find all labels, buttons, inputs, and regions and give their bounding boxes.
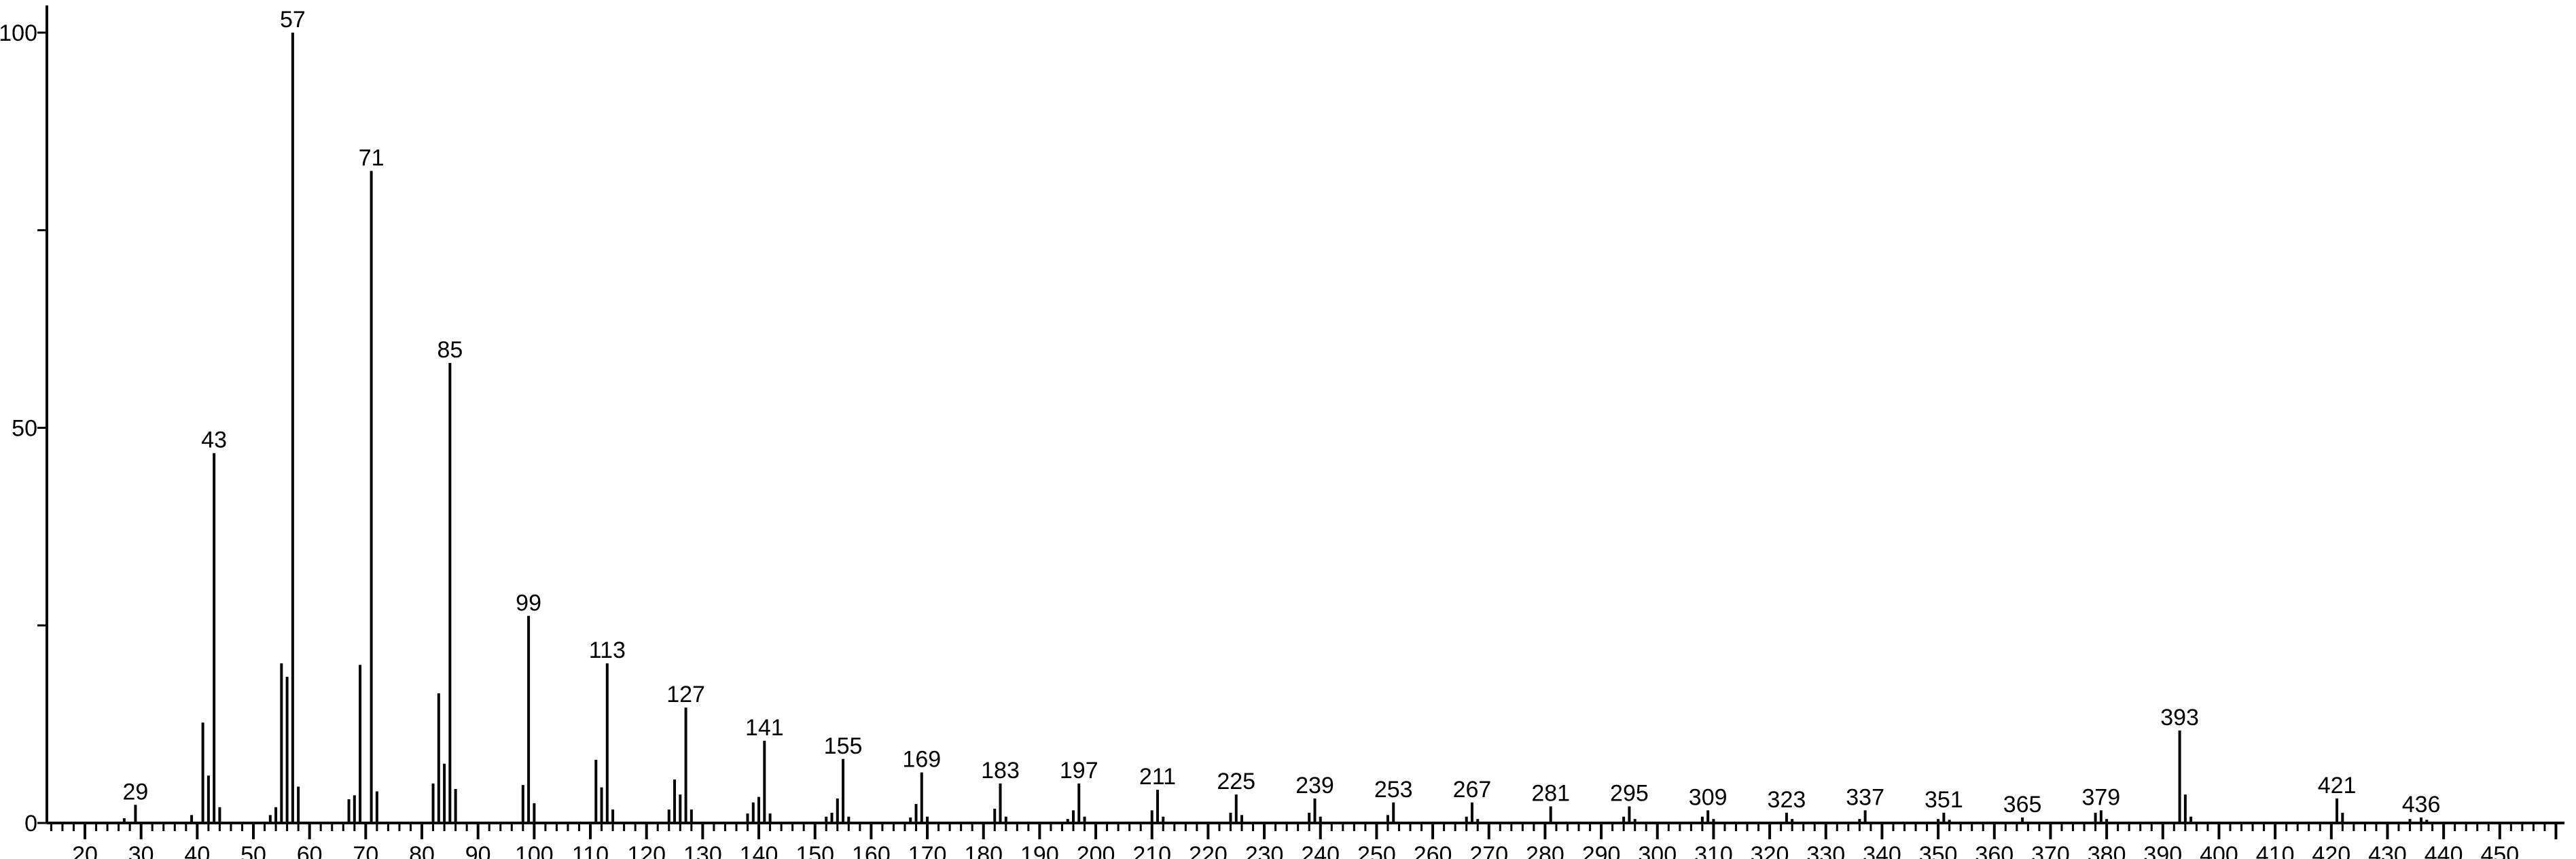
x-tick-label: 320 (1751, 842, 1789, 859)
x-tick-label: 50 (240, 842, 266, 859)
y-tick-label: 0 (24, 811, 37, 837)
peak-label: 337 (1846, 784, 1884, 810)
x-tick-label: 430 (2368, 842, 2407, 859)
peak-label: 239 (1295, 773, 1334, 799)
peak-label: 253 (1374, 777, 1413, 803)
peak-label: 141 (745, 715, 784, 741)
peaks (122, 33, 2429, 823)
x-tick-label: 20 (72, 842, 98, 859)
peak-label: 29 (122, 779, 148, 805)
x-tick-label: 90 (465, 842, 491, 859)
x-tick-label: 140 (740, 842, 779, 859)
x-tick-label: 260 (1414, 842, 1452, 859)
x-tick-label: 110 (572, 842, 609, 859)
x-tick-label: 100 (515, 842, 554, 859)
x-tick-label: 180 (964, 842, 1003, 859)
x-tick-label: 420 (2312, 842, 2350, 859)
peak-label: 71 (359, 145, 384, 171)
x-tick-label: 450 (2480, 842, 2519, 859)
peak-label: 43 (201, 427, 227, 453)
peak-label: 99 (516, 590, 541, 616)
peak-label: 127 (666, 682, 705, 707)
peak-label: 155 (824, 733, 863, 759)
x-tick-label: 80 (409, 842, 435, 859)
x-tick-label: 390 (2143, 842, 2182, 859)
x-tick-label: 70 (353, 842, 378, 859)
x-tick-label: 220 (1189, 842, 1228, 859)
peak-labels: 29 43 57 71 85 99 113 127 141 155 169 183 197 211 225 2… (122, 7, 2440, 818)
peak-label: 295 (1610, 781, 1649, 807)
x-tick-label: 40 (184, 842, 210, 859)
peak-label: 85 (437, 337, 463, 363)
x-tick-label: 150 (795, 842, 834, 859)
x-tick-label: 380 (2088, 842, 2126, 859)
peak-label: 183 (981, 758, 1020, 784)
x-tick-label: 360 (1975, 842, 2014, 859)
x-tick-label: 130 (683, 842, 722, 859)
peak-label: 267 (1453, 777, 1492, 803)
x-tick-label: 240 (1301, 842, 1340, 859)
y-tick-label: 50 (12, 416, 37, 442)
x-tick-label: 190 (1020, 842, 1059, 859)
x-tick-label: 410 (2256, 842, 2295, 859)
peak-label: 169 (902, 747, 941, 773)
x-tick-label: 270 (1469, 842, 1508, 859)
peak-label: 365 (2003, 792, 2042, 818)
peak-label: 211 (1139, 764, 1176, 790)
x-tick-label: 280 (1526, 842, 1564, 859)
x-tick-label: 120 (627, 842, 666, 859)
peak-label: 197 (1060, 758, 1098, 784)
peak-label: 323 (1768, 787, 1806, 813)
x-tick-label: 370 (2031, 842, 2070, 859)
peak-label: 281 (1531, 781, 1570, 807)
x-tick-label: 60 (297, 842, 323, 859)
axes: 0 50 100 20 30 40 50 60 70 80 90 100 110 120 130 140 150… (0, 5, 2564, 859)
peak-label: 436 (2402, 792, 2441, 818)
x-tick-label: 350 (1919, 842, 1958, 859)
x-tick-label: 330 (1806, 842, 1845, 859)
y-tick-label: 100 (0, 20, 37, 46)
x-tick-label: 440 (2425, 842, 2463, 859)
x-tick-label: 340 (1863, 842, 1901, 859)
peak-label: 351 (1925, 787, 1963, 813)
peak-label: 421 (2318, 773, 2357, 799)
x-tick-label: 210 (1132, 842, 1171, 859)
peak-label: 57 (280, 7, 306, 33)
peak-label: 113 (589, 637, 626, 663)
peak-label: 309 (1689, 784, 1728, 810)
x-tick-label: 310 (1694, 842, 1733, 859)
x-tick-label: 250 (1357, 842, 1396, 859)
peak-label: 393 (2160, 705, 2199, 731)
peak-label: 379 (2081, 784, 2120, 810)
peak-label: 225 (1217, 769, 1255, 794)
x-tick-label: 400 (2200, 842, 2238, 859)
x-tick-label: 230 (1245, 842, 1284, 859)
x-tick-label: 30 (128, 842, 154, 859)
x-tick-label: 300 (1638, 842, 1677, 859)
x-tick-label: 290 (1582, 842, 1621, 859)
x-tick-label: 160 (852, 842, 891, 859)
x-tick-label: 170 (908, 842, 947, 859)
x-tick-label: 200 (1077, 842, 1115, 859)
